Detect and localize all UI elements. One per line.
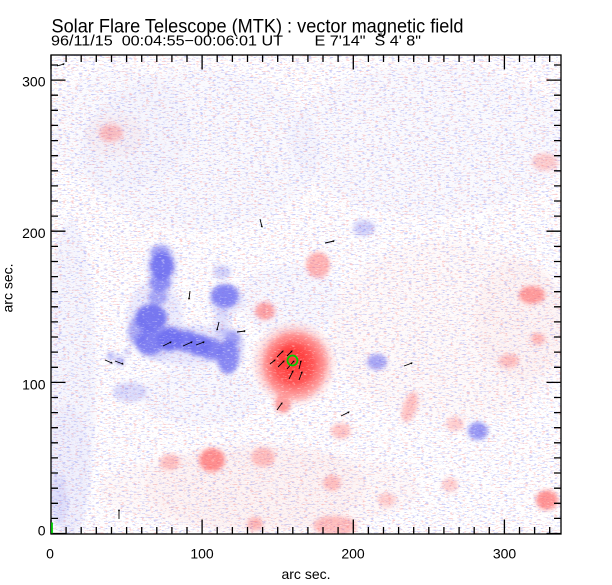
svg-text:arc sec.: arc sec.	[281, 566, 330, 582]
svg-text:300: 300	[22, 74, 46, 90]
svg-text:200: 200	[22, 225, 46, 241]
svg-text:E 7'14" S̄ 4' 8": E 7'14" S̄ 4' 8"	[315, 34, 422, 50]
svg-text:200: 200	[341, 546, 365, 562]
svg-text:100: 100	[190, 546, 214, 562]
svg-text:300: 300	[493, 546, 517, 562]
svg-text:96/11/15 00:04:55−00:06:01 UT: 96/11/15 00:04:55−00:06:01 UT	[51, 34, 283, 50]
svg-text:0: 0	[38, 523, 46, 539]
svg-text:arc sec.: arc sec.	[0, 263, 16, 312]
svg-text:Solar Flare Telescope (MTK) :: Solar Flare Telescope (MTK) : vector mag…	[52, 17, 464, 38]
svg-text:0: 0	[46, 546, 54, 562]
svg-text:100: 100	[22, 377, 46, 393]
